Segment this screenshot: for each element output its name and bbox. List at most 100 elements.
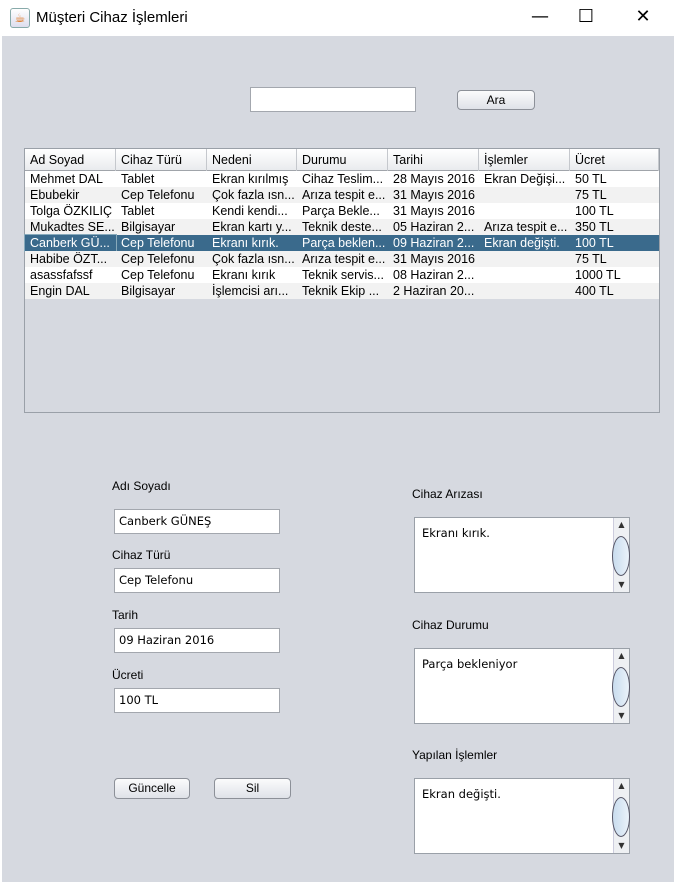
table-cell: Cihaz Teslim... [302, 172, 384, 186]
table-cell: 350 TL [575, 220, 614, 234]
table-cell: Teknik deste... [302, 220, 382, 234]
table-cell: 09 Haziran 2... [393, 236, 475, 250]
scrollbar[interactable]: ▲ ▼ [612, 779, 630, 853]
table-cell: Ekran değişti. [484, 236, 560, 250]
scrollbar[interactable]: ▲ ▼ [612, 518, 630, 592]
table-cell: Tablet [121, 204, 155, 218]
table-cell: Ekranı kırık. [212, 236, 279, 250]
scroll-up-arrow-icon[interactable]: ▲ [618, 520, 625, 529]
table-cell: 75 TL [575, 188, 607, 202]
scroll-down-arrow-icon[interactable]: ▼ [618, 841, 625, 850]
scroll-thumb[interactable] [612, 536, 630, 576]
column-header[interactable]: Durumu [297, 149, 388, 171]
fee-label: Ücreti [112, 668, 144, 682]
table-row[interactable]: Tolga ÖZKILIÇ Tablet Kendi kendi... Parça B… [25, 203, 659, 219]
table-cell: 50 TL [575, 172, 607, 186]
fault-text: Ekranı kırık. [422, 526, 490, 540]
table-cell [479, 251, 570, 267]
table-cell: Mehmet DAL [30, 172, 103, 186]
column-header[interactable]: İşlemler [479, 149, 570, 171]
operations-textarea[interactable]: Ekran değişti. ▲ ▼ [414, 778, 630, 854]
table-row[interactable]: asassfafssf Cep Telefonu Ekranı kırık Tekni… [25, 267, 659, 283]
table-cell: asassfafssf [30, 268, 93, 282]
table-cell: Parça Bekle... [302, 204, 380, 218]
table-cell: Habibe ÖZT... [30, 252, 108, 266]
status-text: Parça bekleniyor [422, 657, 518, 671]
scroll-up-arrow-icon[interactable]: ▲ [618, 651, 625, 660]
table-cell: Mukadtes SE... [30, 220, 115, 234]
search-button[interactable]: Ara [457, 90, 535, 110]
table-cell: Cep Telefonu [121, 188, 195, 202]
table-cell: Ebubekir [30, 188, 80, 202]
column-header[interactable]: Ücret [570, 149, 659, 171]
search-input[interactable] [250, 87, 416, 112]
scroll-thumb[interactable] [612, 797, 630, 837]
scroll-down-arrow-icon[interactable]: ▼ [618, 580, 625, 589]
table-row[interactable]: Engin DAL Bilgisayar İşlemcisi arı... Tekni… [25, 283, 659, 299]
table-cell: Ekran kırılmış [212, 172, 289, 186]
table-cell: Ekranı kırık [212, 268, 276, 282]
scrollbar[interactable]: ▲ ▼ [612, 649, 630, 723]
table-cell [479, 203, 570, 219]
fault-label: Cihaz Arızası [412, 487, 483, 501]
table-cell: Kendi kendi... [212, 204, 288, 218]
type-field[interactable]: Cep Telefonu [114, 568, 280, 593]
table-cell: Cep Telefonu [121, 268, 195, 282]
table-cell: Parça beklen... [302, 236, 386, 250]
title-bar: ☕ Müşteri Cihaz İşlemleri — ☐ ✕ [0, 0, 674, 36]
table-cell: 2 Haziran 20... [393, 284, 475, 298]
date-field[interactable]: 09 Haziran 2016 [114, 628, 280, 653]
fee-field[interactable]: 100 TL [114, 688, 280, 713]
table-cell: Arıza tespit e... [302, 188, 386, 202]
table-row[interactable]: Canberk GÜ... Cep Telefonu Ekranı kırık. Pa… [24, 234, 659, 252]
minimize-button[interactable]: — [531, 6, 549, 27]
status-textarea[interactable]: Parça bekleniyor ▲ ▼ [414, 648, 630, 724]
table-cell: 100 TL [575, 236, 614, 250]
table-cell: Teknik servis... [302, 268, 384, 282]
status-label: Cihaz Durumu [412, 618, 489, 632]
column-header[interactable]: Tarihi [388, 149, 479, 171]
table-cell [479, 187, 570, 203]
table-cell: Cep Telefonu [121, 236, 195, 250]
name-label: Adı Soyadı [112, 479, 171, 493]
table-cell: 31 Mayıs 2016 [393, 188, 475, 202]
table-cell: Arıza tespit e... [484, 220, 568, 234]
table-cell: 400 TL [575, 284, 614, 298]
column-header[interactable]: Cihaz Türü [116, 149, 207, 171]
table-cell: Tolga ÖZKILIÇ [30, 204, 112, 218]
close-button[interactable]: ✕ [635, 6, 651, 27]
scroll-up-arrow-icon[interactable]: ▲ [618, 781, 625, 790]
table-cell: Teknik Ekip ... [302, 284, 380, 298]
fault-textarea[interactable]: Ekranı kırık. ▲ ▼ [414, 517, 630, 593]
table-row[interactable]: Mehmet DAL Tablet Ekran kırılmış Cihaz Tesl… [25, 171, 659, 187]
table-header: Ad Soyad Cihaz Türü Nedeni Durumu Tarihi İşle… [25, 149, 659, 171]
device-table[interactable]: Ad Soyad Cihaz Türü Nedeni Durumu Tarihi İşle… [24, 148, 660, 413]
date-label: Tarih [112, 608, 139, 622]
table-cell: Ekran Değişi... [484, 172, 566, 186]
table-cell [479, 267, 570, 283]
name-field[interactable]: Canberk GÜNEŞ [114, 509, 280, 534]
update-button[interactable]: Güncelle [114, 778, 190, 799]
delete-button[interactable]: Sil [214, 778, 291, 799]
table-cell: 28 Mayıs 2016 [393, 172, 475, 186]
table-cell: Engin DAL [30, 284, 90, 298]
window-title: Müşteri Cihaz İşlemleri [36, 9, 188, 26]
operations-text: Ekran değişti. [422, 787, 501, 801]
table-row[interactable]: Mukadtes SE... Bilgisayar Ekran kartı y...… [25, 219, 659, 235]
operations-label: Yapılan İşlemler [412, 748, 498, 762]
table-cell: 08 Haziran 2... [393, 268, 475, 282]
column-header[interactable]: Nedeni [207, 149, 297, 171]
table-cell: Bilgisayar [121, 284, 176, 298]
table-cell [479, 283, 570, 299]
maximize-button[interactable]: ☐ [577, 6, 595, 27]
table-cell: 100 TL [575, 204, 614, 218]
table-cell: 31 Mayıs 2016 [393, 204, 475, 218]
column-header[interactable]: Ad Soyad [25, 149, 116, 171]
scroll-down-arrow-icon[interactable]: ▼ [618, 711, 625, 720]
table-cell: Bilgisayar [121, 220, 176, 234]
table-row[interactable]: Habibe ÖZT... Cep Telefonu Çok fazla ısn..… [25, 251, 659, 267]
table-cell: 75 TL [575, 252, 607, 266]
table-row[interactable]: Ebubekir Cep Telefonu Çok fazla ısn... Arız… [25, 187, 659, 203]
table-cell: Ekran kartı y... [212, 220, 292, 234]
scroll-thumb[interactable] [612, 667, 630, 707]
